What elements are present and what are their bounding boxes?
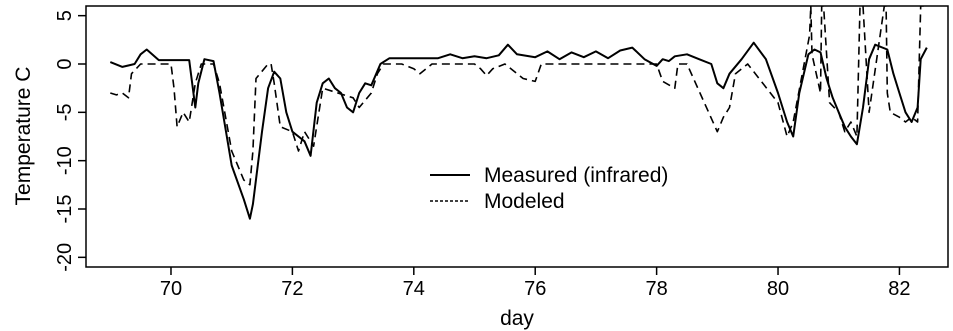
y-tick-label: -20: [54, 243, 76, 272]
plot-frame: [85, 5, 949, 268]
y-axis: 5 0 -5 -10 -15 -20: [54, 10, 86, 272]
series-line-modeled: [110, 6, 924, 186]
series-layer: [109, 6, 928, 220]
x-axis: 70 72 74 76 78 80 82: [160, 267, 911, 300]
series-line-measured: [109, 41, 928, 220]
x-tick-label: 78: [645, 278, 667, 300]
y-tick-label: -10: [54, 146, 76, 175]
y-tick-label: 0: [54, 58, 76, 69]
x-tick-label: 76: [524, 278, 546, 300]
legend-label-modeled: Modeled: [484, 190, 565, 213]
y-tick-label: -5: [54, 103, 76, 121]
x-tick-label: 70: [160, 278, 182, 300]
x-tick-label: 72: [281, 278, 303, 300]
x-axis-label: day: [500, 307, 534, 330]
y-tick-label: 5: [54, 10, 76, 21]
x-tick-label: 74: [403, 278, 425, 300]
y-axis-label: Temperature C: [12, 67, 35, 206]
x-tick-label: 80: [767, 278, 789, 300]
y-tick-label: -15: [54, 195, 76, 224]
legend-label-measured: Measured (infrared): [484, 164, 668, 187]
x-tick-label: 82: [888, 278, 910, 300]
legend: Measured (infrared) Modeled: [430, 164, 668, 213]
